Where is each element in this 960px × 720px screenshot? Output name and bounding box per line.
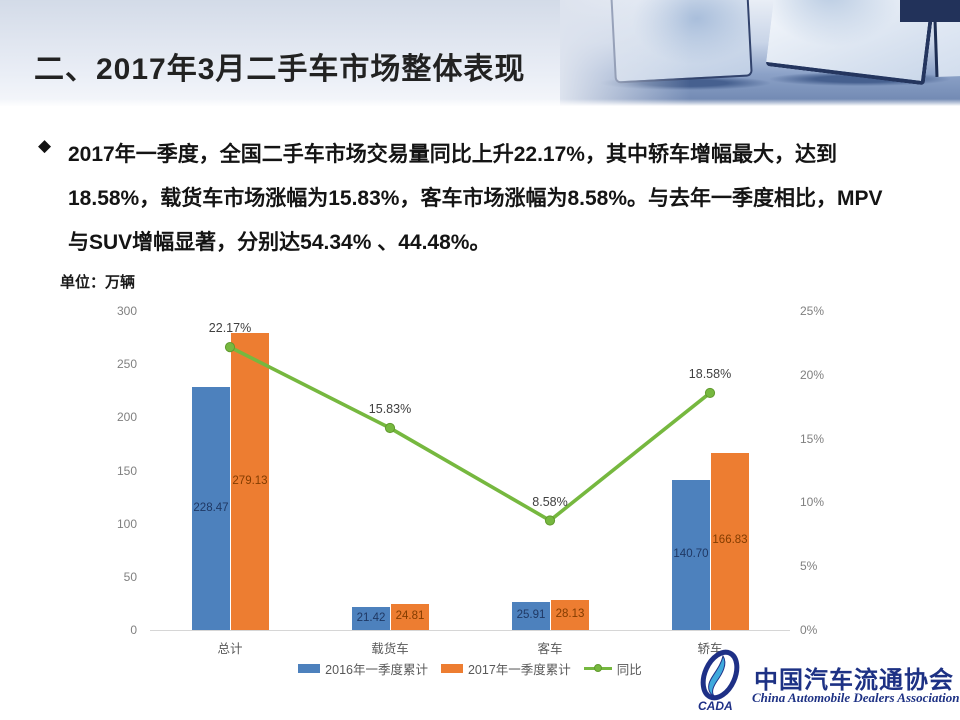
line-marker-icon <box>224 342 236 353</box>
paragraph-line: 2017年一季度，全国二手车市场交易量同比上升22.17%，其中轿车增幅最大，达… <box>68 143 837 166</box>
bar-value-label: 140.70 <box>673 548 709 561</box>
header-cubes-image <box>560 0 960 106</box>
bar-value-label: 21.42 <box>356 611 386 624</box>
line-value-label: 18.58% <box>688 366 732 381</box>
chart-unit-label: 单位：万辆 <box>60 274 136 291</box>
bar-value-label: 28.13 <box>555 608 585 621</box>
bar-value-label: 25.91 <box>516 609 546 622</box>
right-axis-tick: 20% <box>800 367 825 382</box>
legend-label: 2016年一季度累计 <box>325 663 428 677</box>
legend-label: 2017年一季度累计 <box>467 663 571 677</box>
right-axis-tick: 10% <box>800 495 825 510</box>
chart-legend: 2016年一季度累计 2017年一季度累计 同比 <box>150 659 790 678</box>
paragraph-line: 18.58%，载货车市场涨幅为15.83%，客车市场涨幅为8.58%。与去年一季… <box>68 187 883 210</box>
legend-item-2016年一季度累计: 2016年一季度累计 <box>298 659 428 678</box>
line-marker-icon <box>704 387 716 399</box>
legend-item-2017年一季度累计: 2017年一季度累计 <box>440 659 571 678</box>
bar-value-label: 24.81 <box>395 609 425 622</box>
bar-2017年一季度累计-客车 <box>551 600 589 630</box>
line-value-label: 22.17% <box>208 321 252 336</box>
line-value-label: 8.58% <box>532 494 568 509</box>
category-label-客车: 客车 <box>537 642 563 656</box>
right-axis-tick: 5% <box>800 559 818 574</box>
line-marker-icon <box>544 515 556 526</box>
left-axis-tick: 200 <box>116 410 137 425</box>
bar-2017年一季度累计-总计 <box>231 333 269 630</box>
paragraph-line: 与SUV增幅显著，分别达54.34% 、44.48%。 <box>68 231 491 254</box>
bar-2017年一季度累计-轿车 <box>711 452 749 630</box>
logo-name-english: China Automobile Dealers Association <box>752 690 960 705</box>
line-value-label: 15.83% <box>368 402 412 416</box>
paragraph-text: 2017年一季度，全国二手车市场交易量同比上升22.17%，其中轿车增幅最大，达… <box>68 133 928 265</box>
cada-logo: CADA 中国汽车流通协会 China Automobile Dealers A… <box>690 648 959 714</box>
summary-paragraph: ◆ 2017年一季度，全国二手车市场交易量同比上升22.17%，其中轿车增幅最大… <box>38 133 928 265</box>
diamond-bullet-icon: ◆ <box>38 136 52 155</box>
right-axis-tick: 15% <box>800 431 825 446</box>
right-axis-tick: 0% <box>800 623 818 637</box>
logo-name-chinese: 中国汽车流通协会 <box>754 668 954 694</box>
bar-value-label: 228.47 <box>193 501 229 514</box>
left-axis-tick: 100 <box>116 516 137 531</box>
bar-value-label: 166.83 <box>712 534 748 547</box>
x-axis-line <box>150 630 790 631</box>
legend-label: 同比 <box>616 663 642 677</box>
slide-header: 二、2017年3月二手车市场整体表现 <box>0 0 960 106</box>
left-axis-tick: 150 <box>116 463 137 478</box>
left-axis-tick: 300 <box>116 304 137 318</box>
category-label-总计: 总计 <box>217 642 243 656</box>
legend-swatch-icon <box>440 664 463 673</box>
cada-emblem-text: CADA <box>698 699 733 713</box>
line-marker-icon <box>384 422 396 434</box>
cada-emblem-icon: CADA <box>698 649 740 713</box>
right-axis-tick: 25% <box>800 304 825 318</box>
category-label-载货车: 载货车 <box>371 642 409 656</box>
legend-line-marker-icon <box>583 664 612 673</box>
slide-title: 二、2017年3月二手车市场整体表现 <box>34 53 526 86</box>
legend-item-同比: 同比 <box>583 659 642 678</box>
left-axis-tick: 0 <box>130 623 137 637</box>
legend-swatch-icon <box>298 664 321 673</box>
left-axis-tick: 250 <box>116 357 137 372</box>
bar-value-label: 279.13 <box>232 474 268 487</box>
bar-2016年一季度累计-客车 <box>512 602 550 630</box>
bar-2016年一季度累计-总计 <box>192 387 230 630</box>
bar-2016年一季度累计-轿车 <box>672 480 710 630</box>
bar-2017年一季度累计-载货车 <box>391 603 429 630</box>
bar-2016年一季度累计-载货车 <box>352 607 390 630</box>
left-axis-tick: 50 <box>123 569 137 584</box>
header-dark-corner <box>900 0 960 22</box>
